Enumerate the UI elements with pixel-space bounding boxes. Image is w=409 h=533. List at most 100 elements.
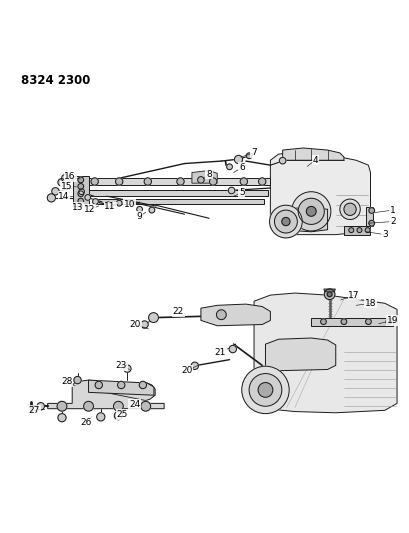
Text: 14: 14	[58, 192, 70, 201]
Circle shape	[241, 366, 288, 414]
Polygon shape	[343, 225, 370, 235]
Polygon shape	[310, 318, 392, 326]
Text: 7: 7	[251, 148, 256, 157]
Circle shape	[141, 321, 148, 328]
Circle shape	[58, 179, 65, 186]
Text: 4: 4	[312, 156, 317, 165]
Polygon shape	[265, 338, 335, 370]
Circle shape	[117, 381, 125, 389]
Circle shape	[274, 210, 297, 233]
Circle shape	[148, 207, 154, 213]
Circle shape	[234, 155, 242, 164]
Text: 25: 25	[117, 410, 128, 419]
Circle shape	[226, 164, 232, 169]
Text: 16: 16	[64, 172, 76, 181]
Circle shape	[79, 189, 84, 195]
Polygon shape	[200, 304, 270, 326]
Circle shape	[74, 376, 81, 384]
Text: 26: 26	[81, 418, 92, 427]
Circle shape	[385, 319, 391, 325]
Circle shape	[95, 381, 102, 389]
Circle shape	[356, 228, 361, 232]
Circle shape	[105, 202, 111, 208]
Circle shape	[114, 411, 122, 419]
Circle shape	[229, 345, 236, 353]
Circle shape	[240, 178, 247, 185]
Text: 19: 19	[386, 316, 398, 325]
Polygon shape	[366, 207, 372, 225]
Polygon shape	[270, 152, 370, 235]
Circle shape	[279, 157, 285, 164]
Circle shape	[113, 401, 123, 411]
Circle shape	[47, 194, 55, 202]
Text: 13: 13	[72, 203, 83, 212]
Circle shape	[258, 178, 265, 185]
Polygon shape	[76, 178, 270, 185]
Text: 20: 20	[180, 366, 192, 375]
Polygon shape	[254, 293, 396, 413]
Circle shape	[306, 206, 315, 216]
Text: 1: 1	[389, 206, 395, 215]
Text: 23: 23	[115, 361, 127, 370]
Text: 2: 2	[389, 217, 395, 226]
Text: 6: 6	[238, 163, 244, 172]
Polygon shape	[323, 289, 335, 292]
Circle shape	[37, 402, 44, 410]
Circle shape	[116, 200, 122, 206]
Text: 15: 15	[61, 182, 72, 191]
Text: 22: 22	[173, 307, 184, 316]
Circle shape	[148, 313, 158, 322]
Polygon shape	[86, 190, 267, 196]
Polygon shape	[278, 207, 327, 232]
Circle shape	[326, 292, 331, 297]
Circle shape	[246, 153, 252, 159]
Circle shape	[209, 178, 216, 185]
Polygon shape	[191, 171, 217, 183]
Circle shape	[78, 198, 83, 204]
Circle shape	[320, 319, 326, 325]
Circle shape	[78, 191, 83, 197]
Text: 17: 17	[348, 290, 359, 300]
Text: 8324 2300: 8324 2300	[21, 75, 90, 87]
Circle shape	[78, 183, 83, 189]
Text: 20: 20	[130, 320, 141, 329]
Circle shape	[97, 413, 105, 421]
Circle shape	[57, 401, 67, 411]
Text: 11: 11	[104, 203, 116, 212]
Circle shape	[78, 177, 83, 183]
Circle shape	[58, 414, 66, 422]
Polygon shape	[282, 148, 343, 160]
Polygon shape	[73, 176, 88, 206]
Polygon shape	[94, 199, 264, 204]
Circle shape	[343, 203, 355, 215]
Polygon shape	[47, 380, 164, 409]
Circle shape	[228, 187, 234, 194]
Circle shape	[139, 381, 146, 389]
Text: 18: 18	[364, 299, 375, 308]
Text: 12: 12	[84, 205, 95, 214]
Circle shape	[368, 208, 374, 213]
Circle shape	[340, 319, 346, 325]
Text: 10: 10	[124, 200, 135, 209]
Text: 28: 28	[61, 377, 72, 386]
Circle shape	[297, 198, 324, 224]
Circle shape	[348, 228, 353, 232]
Circle shape	[197, 176, 204, 183]
Text: 24: 24	[129, 400, 140, 409]
Circle shape	[91, 178, 98, 185]
Circle shape	[92, 199, 98, 204]
Circle shape	[339, 199, 360, 220]
Circle shape	[368, 220, 374, 226]
Circle shape	[258, 383, 272, 397]
Circle shape	[124, 365, 131, 373]
Text: 5: 5	[238, 189, 244, 197]
Circle shape	[115, 178, 123, 185]
Circle shape	[144, 178, 151, 185]
Circle shape	[291, 192, 330, 231]
Circle shape	[83, 401, 93, 411]
Circle shape	[269, 205, 301, 238]
Circle shape	[137, 206, 142, 212]
Circle shape	[216, 310, 226, 320]
Circle shape	[364, 228, 369, 232]
Circle shape	[249, 374, 281, 406]
